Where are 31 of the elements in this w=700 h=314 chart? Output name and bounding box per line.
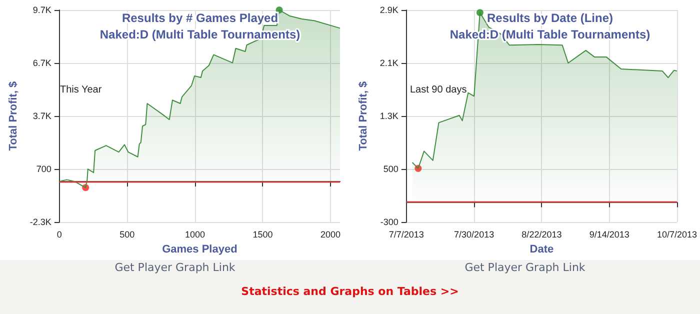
y-tick-label: 1.3K (380, 111, 398, 122)
text: Statistics and Graphs on Tables >> (240, 285, 460, 298)
y-tick-label: 3.7K (32, 111, 52, 122)
x-tick-label: 0 (56, 230, 62, 240)
x-axis-title: Games Played (162, 244, 238, 256)
y-tick-label: 700 (36, 164, 52, 174)
y-tick-label: -2.3K (30, 217, 52, 228)
x-tick-label: 500 (120, 230, 135, 240)
y-tick-label: 9.7K (32, 5, 52, 15)
x-axis-title: Date (530, 244, 554, 256)
text: Get Player Graph Link (464, 261, 586, 274)
x-tick-label: 7/7/2013 (388, 230, 424, 240)
annotation: Last 90 days (410, 84, 467, 96)
y-tick-label: 6.7K (32, 58, 52, 68)
y-tick-label: 2.9K (380, 5, 398, 15)
y-tick-label: 2.1K (380, 58, 398, 68)
y-axis-title: Total Profit, $ (358, 81, 370, 151)
x-tick-label: 10/7/2013 (656, 230, 698, 240)
x-tick-label: 1000 (184, 230, 205, 240)
annotation: This Year (60, 84, 102, 96)
y-tick-label: -300 (380, 217, 398, 228)
y-tick-label: 500 (383, 164, 398, 174)
x-tick-label: 7/30/2013 (454, 230, 494, 240)
chart-title: Results by # Games Played (122, 11, 278, 25)
x-tick-label: 1500 (252, 230, 273, 240)
x-tick-label: 2000 (320, 230, 341, 240)
chart-title: Results by Date (Line) (486, 11, 614, 25)
text: Get Player Graph Link (114, 261, 236, 274)
x-tick-label: 8/22/2013 (522, 230, 562, 240)
x-tick-label: 9/14/2013 (589, 230, 630, 240)
y-axis-title: Total Profit, $ (8, 81, 20, 151)
